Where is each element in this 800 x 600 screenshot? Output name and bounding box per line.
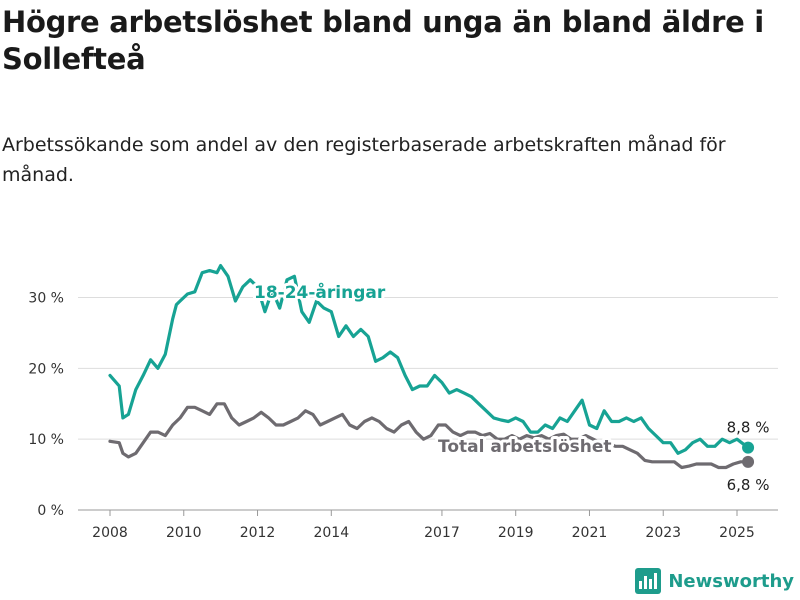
x-tick-label: 2025 — [719, 525, 755, 541]
brand-logo: Newsworthy — [634, 564, 794, 598]
series-label-total-halo: Total arbetslöshet — [438, 437, 612, 457]
series-label-total: Total arbetslöshet — [438, 437, 612, 457]
y-tick-label: 20 % — [28, 361, 64, 377]
y-tick-label: 30 % — [28, 291, 64, 307]
x-tick-label: 2017 — [424, 525, 460, 541]
end-value-label-youth: 8,8 % — [727, 419, 770, 437]
y-tick-label: 10 % — [28, 432, 64, 448]
series-label-youth: 18-24-åringar — [254, 281, 386, 303]
chart-title: Högre arbetslöshet bland unga än bland ä… — [2, 5, 764, 76]
series-line-total — [108, 402, 750, 470]
x-tick-label: 2010 — [166, 525, 202, 541]
x-tick-label: 2014 — [313, 525, 349, 541]
brand-name: Newsworthy — [668, 570, 794, 592]
series-line-youth — [108, 264, 750, 455]
x-tick-label: 2023 — [645, 525, 681, 541]
grid-lines — [78, 297, 778, 511]
series-label-youth-halo: 18-24-åringar — [254, 281, 386, 303]
x-tick-label: 2008 — [92, 525, 128, 541]
end-value-label-total: 6,8 % — [727, 476, 770, 494]
x-tick-label: 2019 — [498, 525, 534, 541]
y-tick-label: 0 % — [37, 503, 64, 519]
x-axis: 2008 2010 2012 2014 2017 2019 2021 2023 2025 — [92, 510, 755, 541]
x-tick-label: 2012 — [240, 525, 276, 541]
newsworthy-logo-icon — [635, 568, 662, 594]
series-labels: 8,8 %6,8 %18-24-åringar18-24-åringarTota… — [251, 278, 770, 494]
end-point-youth — [742, 441, 755, 454]
end-point-total — [742, 455, 755, 468]
chart-subtitle: Arbetssökande som andel av den registerb… — [2, 134, 726, 186]
y-axis: 0 % 10 % 20 % 30 % — [28, 291, 64, 520]
x-tick-label: 2021 — [572, 525, 608, 541]
series-lines — [108, 264, 755, 470]
